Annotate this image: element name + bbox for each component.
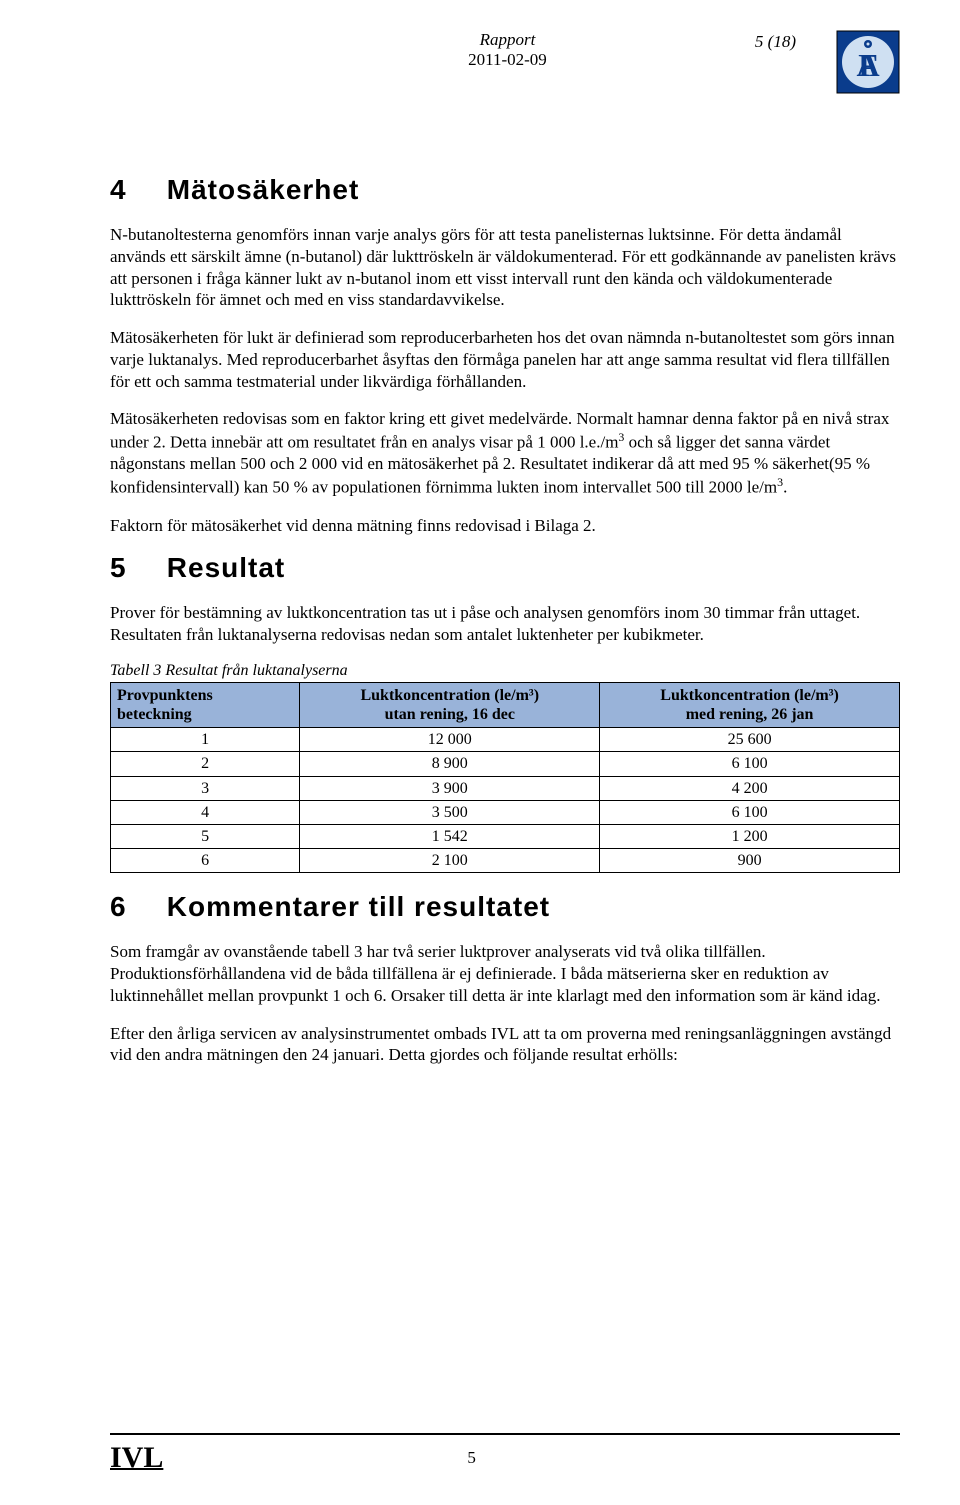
col1-line1: Provpunktens — [117, 687, 213, 704]
page-header: Rapport 2011-02-09 5 (18) A F — [110, 30, 900, 94]
table-cell: 900 — [600, 849, 900, 873]
section-4-para-3: Mätosäkerheten redovisas som en faktor k… — [110, 408, 900, 498]
table-row: 112 00025 600 — [111, 728, 900, 752]
table-cell: 4 200 — [600, 776, 900, 800]
table-body: 112 00025 60028 9006 10033 9004 20043 50… — [111, 728, 900, 873]
page: Rapport 2011-02-09 5 (18) A F 4 Mätosäke… — [0, 0, 960, 1505]
table-cell: 1 200 — [600, 824, 900, 848]
af-logo-icon: A F — [836, 30, 900, 94]
section-6-title: Kommentarer till resultatet — [167, 891, 550, 922]
table-col-2-header: Luktkoncentration (le/m³) utan rening, 1… — [300, 682, 600, 727]
table-header-row: Provpunktens beteckning Luktkoncentratio… — [111, 682, 900, 727]
section-6-heading: 6 Kommentarer till resultatet — [110, 891, 900, 923]
col2-line2: utan rening, 16 dec — [385, 706, 515, 723]
section-4-para-4: Faktorn för mätosäkerhet vid denna mätni… — [110, 515, 900, 537]
table-cell: 1 542 — [300, 824, 600, 848]
table-row: 33 9004 200 — [111, 776, 900, 800]
header-right: 5 (18) A F — [755, 30, 900, 94]
table-row: 51 5421 200 — [111, 824, 900, 848]
table-cell: 3 900 — [300, 776, 600, 800]
table-3: Provpunktens beteckning Luktkoncentratio… — [110, 682, 900, 874]
table-cell: 2 100 — [300, 849, 600, 873]
section-4-title: Mätosäkerhet — [167, 174, 360, 205]
table-row: 43 5006 100 — [111, 800, 900, 824]
section-4-para-1: N-butanoltesterna genomförs innan varje … — [110, 224, 900, 311]
section-4-para-2: Mätosäkerheten för lukt är definierad so… — [110, 327, 900, 392]
table-col-1-header: Provpunktens beteckning — [111, 682, 300, 727]
table-cell: 8 900 — [300, 752, 600, 776]
table-cell: 1 — [111, 728, 300, 752]
section-5-number: 5 — [110, 552, 158, 584]
section-6-number: 6 — [110, 891, 158, 923]
header-title: Rapport — [260, 30, 755, 50]
col3-line1: Luktkoncentration (le/m³) — [660, 687, 839, 704]
section-4-heading: 4 Mätosäkerhet — [110, 174, 900, 206]
table-cell: 25 600 — [600, 728, 900, 752]
col2-line1: Luktkoncentration (le/m³) — [360, 687, 539, 704]
section-6-para-1: Som framgår av ovanstående tabell 3 har … — [110, 941, 900, 1006]
table-row: 62 100900 — [111, 849, 900, 873]
section-6-para-2: Efter den årliga servicen av analysinstr… — [110, 1023, 900, 1067]
section-4-para-3c: . — [783, 478, 787, 497]
header-page-indicator: 5 (18) — [755, 32, 796, 52]
svg-text:F: F — [858, 47, 878, 83]
table-cell: 4 — [111, 800, 300, 824]
table-cell: 6 100 — [600, 800, 900, 824]
table-row: 28 9006 100 — [111, 752, 900, 776]
footer-page-number: 5 — [103, 1448, 840, 1468]
section-4-number: 4 — [110, 174, 158, 206]
table-cell: 6 — [111, 849, 300, 873]
section-5-heading: 5 Resultat — [110, 552, 900, 584]
table-3-caption: Tabell 3 Resultat från luktanalyserna — [110, 662, 900, 680]
section-5-para-1: Prover för bestämning av luktkoncentrati… — [110, 602, 900, 646]
table-cell: 3 — [111, 776, 300, 800]
col3-line2: med rening, 26 jan — [686, 706, 814, 723]
table-cell: 3 500 — [300, 800, 600, 824]
col1-line2: beteckning — [117, 706, 192, 723]
table-cell: 2 — [111, 752, 300, 776]
table-cell: 12 000 — [300, 728, 600, 752]
table-col-3-header: Luktkoncentration (le/m³) med rening, 26… — [600, 682, 900, 727]
section-5-title: Resultat — [167, 552, 285, 583]
table-cell: 5 — [111, 824, 300, 848]
footer-inner: IVL 5 — [110, 1441, 900, 1475]
header-date: 2011-02-09 — [260, 50, 755, 70]
table-cell: 6 100 — [600, 752, 900, 776]
page-footer: IVL 5 — [110, 1433, 900, 1475]
header-center: Rapport 2011-02-09 — [260, 30, 755, 70]
